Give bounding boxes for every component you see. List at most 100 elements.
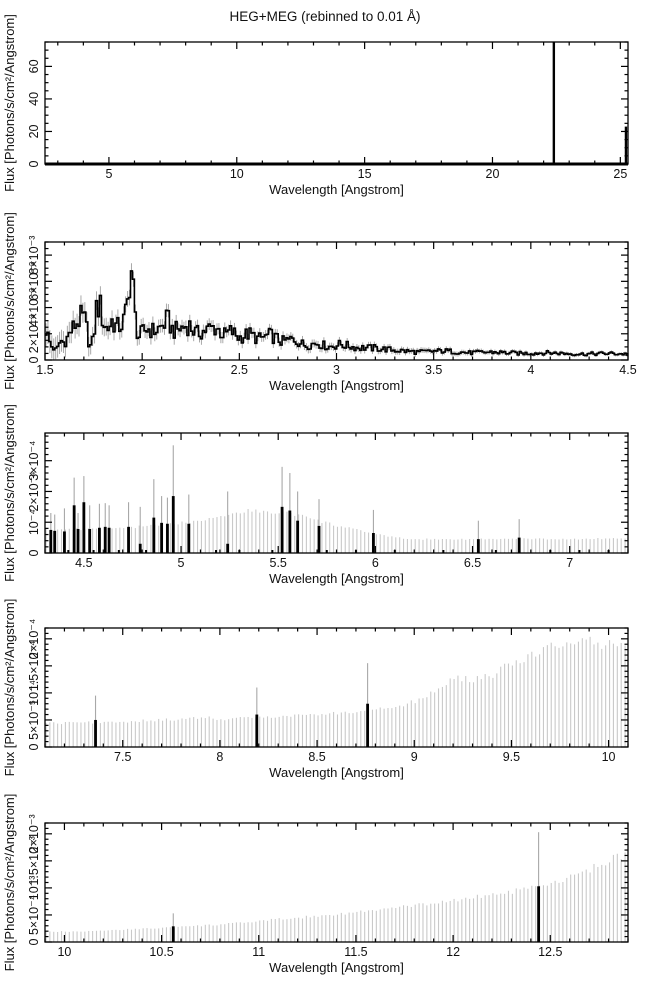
detected-bin-bar — [82, 502, 86, 553]
x-tick-label: 10 — [602, 750, 616, 764]
x-tick-label: 7.5 — [114, 750, 131, 764]
y-axis-title: Flux [Photons/s/cm²/Angstrom] — [2, 404, 17, 582]
panel-2-labels: 1.5 2 2.5 3 3.5 4 4.5 0 2×10⁻³4×10⁻³6×10⁻³8×10⁻³… — [2, 212, 637, 393]
x-tick-label: 12 — [446, 945, 460, 959]
panel-3-data-series — [45, 445, 626, 553]
detected-bin-bar — [537, 886, 541, 942]
x-tick-label: 6 — [372, 556, 379, 570]
detected-bin-bar — [94, 719, 97, 747]
panel-4-labels: 7.5 8 8.5 9 9.5 10 0 5×10⁻⁵10⁻⁴1.5×10⁻⁴2×10⁻⁴ Wa… — [2, 599, 616, 780]
baseline-mark — [494, 550, 497, 553]
y-tick-label: 10⁻⁴ — [27, 509, 41, 535]
detected-bin-bar — [152, 517, 156, 553]
x-tick-label: 11.5 — [344, 945, 367, 959]
panel-2-axes — [44, 241, 629, 361]
x-tick-label: 9 — [411, 750, 418, 764]
baseline-mark — [271, 550, 274, 553]
x-tick-label: 5 — [105, 167, 112, 181]
x-tick-label: 25 — [613, 167, 627, 181]
x-tick-label: 4 — [527, 363, 534, 377]
panel-2-data-series — [45, 263, 628, 360]
detected-bin-bar — [517, 537, 521, 553]
y-tick-label: 4×10⁻³ — [27, 288, 41, 327]
detected-bin-bar — [166, 523, 169, 553]
y-tick-label: 0 — [27, 938, 41, 945]
detected-bin-bar — [476, 539, 480, 553]
detected-bin-bar — [88, 529, 92, 553]
detected-bin-bar — [98, 527, 101, 553]
baseline-mark — [578, 550, 581, 553]
detected-bin-bar — [171, 496, 175, 553]
x-tick-label: 10 — [230, 167, 244, 181]
detected-bin-bar — [317, 525, 321, 553]
y-tick-label: 2×10⁻⁴ — [27, 619, 41, 659]
detected-bin-bar — [372, 533, 375, 553]
y-axis-title: Flux [Photons/s/cm²/Angstrom] — [2, 212, 17, 390]
x-tick-label: 15 — [358, 167, 372, 181]
panel-4-axes — [44, 627, 629, 748]
x-tick-label: 12.5 — [538, 945, 562, 959]
baseline-mark — [325, 550, 328, 553]
x-tick-label: 7 — [566, 556, 573, 570]
x-axis-title: Wavelength [Angstrom] — [269, 571, 404, 586]
panel-3-axes — [44, 433, 629, 554]
x-tick-label: 4.5 — [75, 556, 92, 570]
x-tick-label: 20 — [486, 167, 500, 181]
x-tick-label: 5 — [178, 556, 185, 570]
x-tick-label: 10 — [57, 945, 71, 959]
x-axis-title: Wavelength [Angstrom] — [269, 960, 404, 975]
panel-4-data-series — [45, 636, 626, 747]
panel-1-data-series — [45, 42, 628, 166]
x-tick-label: 4.5 — [619, 363, 636, 377]
baseline-mark — [67, 550, 70, 553]
plot-frame — [44, 627, 629, 748]
x-tick-label: 5.5 — [270, 556, 287, 570]
y-tick-label: 10⁻³ — [27, 876, 41, 901]
detected-bin-bar — [127, 526, 130, 553]
detected-bin-bar — [103, 526, 107, 553]
plot-frame — [44, 241, 629, 361]
x-tick-label: 3.5 — [425, 363, 442, 377]
detected-bin-bar — [366, 703, 369, 747]
baseline-mark — [442, 550, 445, 553]
plot-frame — [44, 822, 629, 943]
detected-bin-bar — [226, 543, 230, 553]
y-tick-label: 6×10⁻³ — [27, 262, 41, 301]
detected-bin-bar — [53, 530, 57, 553]
plot-frame — [44, 41, 629, 165]
detected-bin-bar — [138, 543, 142, 553]
y-tick-label: 1.5×10⁻³ — [27, 836, 41, 885]
x-axis-title: Wavelength [Angstrom] — [269, 378, 404, 393]
panel-5: 10 10.5 11 11.5 12 12.5 0 5×10⁻⁴10⁻³1.5×10⁻³2×1… — [2, 794, 629, 975]
x-axis-title: Wavelength [Angstrom] — [269, 765, 404, 780]
y-axis-title: Flux [Photons/s/cm²/Angstrom] — [2, 599, 17, 777]
detected-bin-bar — [171, 926, 175, 942]
detected-bin-bar — [72, 505, 76, 553]
panel-5-labels: 10 10.5 11 11.5 12 12.5 0 5×10⁻⁴10⁻³1.5×10⁻³2×1… — [2, 794, 562, 975]
y-tick-label: 2×10⁻³ — [27, 814, 41, 853]
figure-title: HEG+MEG (rebinned to 0.01 Å) — [229, 9, 421, 24]
panel-5-axes — [44, 822, 629, 943]
baseline-mark — [215, 550, 218, 553]
panel-1: 5 10 15 20 25 0 20 40 60 Wavelength [Angstrom] Flu… — [2, 14, 629, 197]
y-tick-label: 40 — [27, 92, 41, 106]
y-tick-label: 5×10⁻⁴ — [27, 895, 41, 935]
x-tick-label: 6.5 — [464, 556, 481, 570]
detected-bin-bar — [288, 510, 292, 553]
baseline-mark — [117, 550, 120, 553]
detected-bin-bar — [63, 531, 66, 553]
x-tick-label: 2 — [139, 363, 146, 377]
detected-bin-bar — [255, 714, 259, 747]
y-tick-label: 20 — [27, 124, 41, 138]
y-tick-label: 2×10⁻³ — [27, 314, 41, 353]
y-tick-label: 10⁻⁴ — [27, 680, 41, 706]
detected-bin-bar — [160, 522, 163, 553]
panel-4: 7.5 8 8.5 9 9.5 10 0 5×10⁻⁵10⁻⁴1.5×10⁻⁴2×10⁻⁴ Wa… — [2, 599, 629, 780]
detected-bin-bar — [76, 529, 80, 553]
panel-1-labels: 5 10 15 20 25 0 20 40 60 Wavelength [Angstrom] Flu… — [2, 14, 627, 197]
plot-frame — [44, 432, 629, 554]
x-axis-title: Wavelength [Angstrom] — [269, 182, 404, 197]
x-tick-label: 11 — [252, 945, 265, 959]
